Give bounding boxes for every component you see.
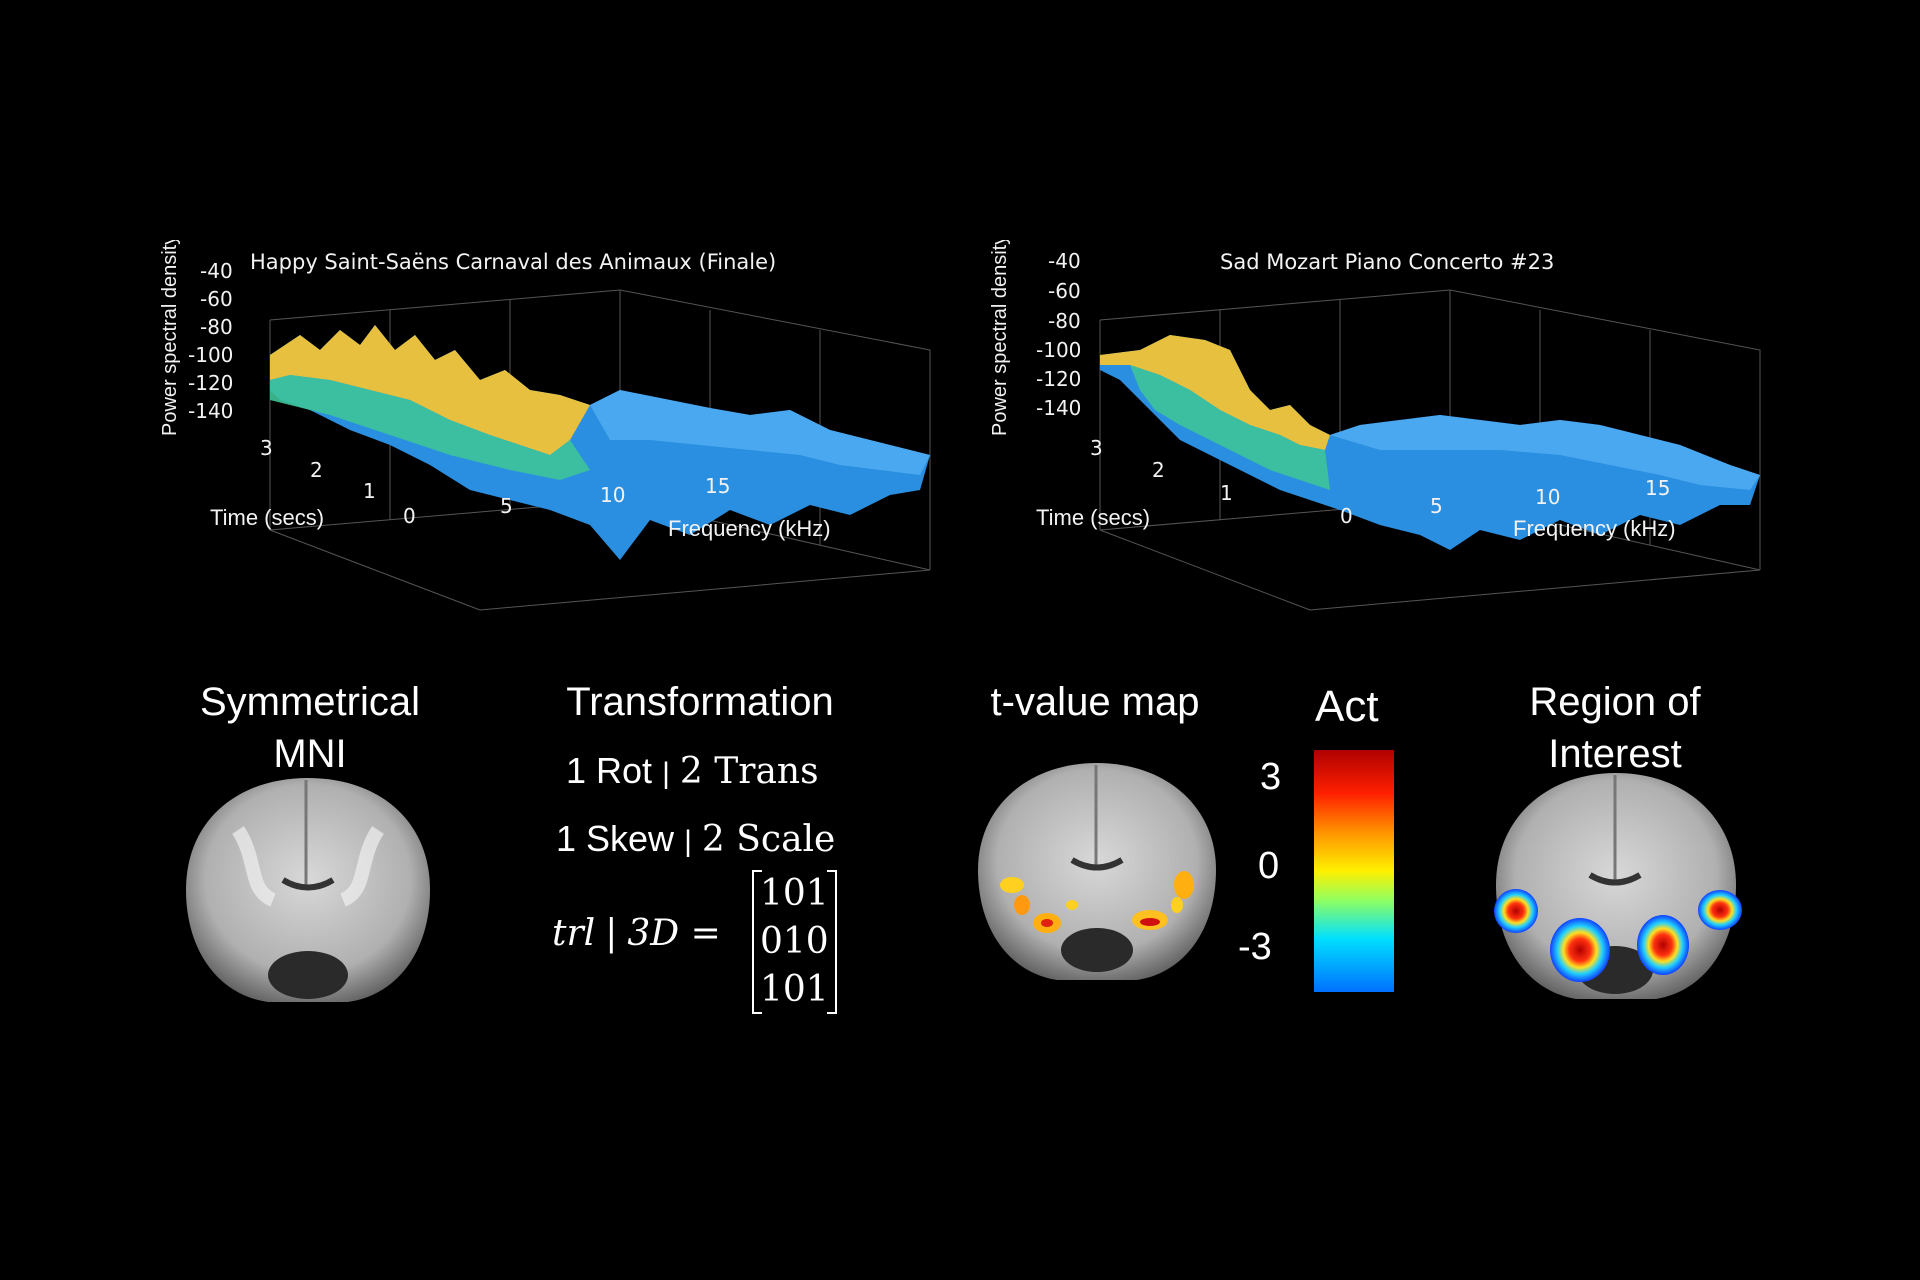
freq-tick: 5 bbox=[500, 494, 513, 518]
tmap-heading: t-value map bbox=[990, 680, 1200, 724]
scale-label: 2 Scale bbox=[701, 819, 836, 860]
time-tick: 1 bbox=[1220, 481, 1233, 505]
eq-separator: | bbox=[605, 913, 618, 954]
plot-title: Happy Saint-Saëns Carnaval des Animaux (… bbox=[250, 250, 777, 274]
time-tick: 2 bbox=[1152, 458, 1165, 482]
freq-axis-label: Frequency (kHz) bbox=[1513, 516, 1676, 541]
trans-label: 2 Trans bbox=[679, 751, 819, 792]
activation-blobs bbox=[1000, 871, 1194, 933]
time-axis-ticks: 3 2 1 bbox=[260, 436, 376, 503]
surface-mid-band bbox=[1130, 365, 1330, 490]
spectrogram-plot-happy: Happy Saint-Saëns Carnaval des Animaux (… bbox=[150, 240, 950, 660]
freq-tick: 15 bbox=[705, 474, 730, 498]
surface-plot-svg: -40 -60 -80 -100 -120 -140 Power spectra… bbox=[159, 240, 931, 611]
freq-axis-ticks: 0 5 10 15 bbox=[403, 474, 730, 528]
transform-line-rot-trans: 1 Rot | 2 Trans bbox=[566, 750, 819, 792]
roi-heading-line2: Interest bbox=[1548, 732, 1682, 776]
eq-lhs: trl bbox=[552, 913, 596, 954]
rot-label: 1 Rot bbox=[566, 750, 653, 791]
colorbar-tick-mid: 0 bbox=[1258, 845, 1280, 887]
roi-blobs bbox=[1494, 889, 1742, 982]
z-tick: -40 bbox=[200, 259, 233, 283]
freq-tick: 0 bbox=[1340, 504, 1353, 528]
separator: | bbox=[662, 757, 670, 790]
z-tick: -60 bbox=[1048, 279, 1081, 303]
freq-axis-label: Frequency (kHz) bbox=[668, 516, 831, 541]
surface-high-band bbox=[1100, 335, 1330, 450]
z-tick: -140 bbox=[1036, 396, 1081, 420]
z-tick: -120 bbox=[1036, 367, 1081, 391]
time-axis-label: Time (secs) bbox=[210, 505, 324, 530]
mni-heading-line2: MNI bbox=[273, 732, 347, 776]
eq-mid: 3D = bbox=[627, 913, 721, 954]
surface-plateau bbox=[590, 390, 930, 475]
separator: | bbox=[684, 825, 692, 858]
skew-label: 1 Skew bbox=[556, 818, 675, 859]
time-tick: 2 bbox=[310, 458, 323, 482]
transform-matrix: 101 010 101 bbox=[752, 870, 837, 1014]
matrix-row: 101 bbox=[760, 969, 829, 1010]
time-tick: 3 bbox=[1090, 436, 1103, 460]
freq-tick: 15 bbox=[1645, 476, 1670, 500]
colorbar-tick-bottom: -3 bbox=[1238, 926, 1272, 968]
mni-heading: Symmetrical MNI bbox=[160, 676, 460, 780]
mni-brain-slice bbox=[186, 778, 430, 1002]
z-tick: -120 bbox=[188, 371, 233, 395]
z-tick: -80 bbox=[200, 315, 233, 339]
z-tick: -40 bbox=[1048, 249, 1081, 273]
freq-tick: 10 bbox=[600, 483, 625, 507]
mni-heading-line1: Symmetrical bbox=[199, 680, 421, 724]
colorbar bbox=[1314, 750, 1394, 992]
colorbar-title: Act bbox=[1315, 682, 1379, 731]
freq-tick: 10 bbox=[1535, 485, 1560, 509]
z-axis-ticks: -40 -60 -80 -100 -120 -140 bbox=[188, 259, 233, 423]
roi-brain-slice bbox=[1494, 773, 1742, 999]
freq-tick: 5 bbox=[1430, 494, 1443, 518]
transform-equation: trl | 3D = bbox=[552, 912, 721, 954]
z-tick: -100 bbox=[188, 343, 233, 367]
z-tick: -60 bbox=[200, 287, 233, 311]
z-axis-label: Power spectral density bbox=[989, 240, 1011, 436]
matrix-row: 010 bbox=[760, 921, 829, 962]
psd-surface bbox=[270, 325, 930, 560]
transform-line-skew-scale: 1 Skew | 2 Scale bbox=[556, 818, 835, 860]
transformation-heading: Transformation bbox=[566, 680, 834, 724]
matrix-left-bracket bbox=[752, 870, 762, 1014]
colorbar-tick-top: 3 bbox=[1260, 756, 1282, 798]
time-axis-ticks: 3 2 1 bbox=[1090, 436, 1233, 505]
z-tick: -100 bbox=[1036, 338, 1081, 362]
freq-axis-ticks: 0 5 10 15 bbox=[1340, 476, 1670, 528]
roi-heading: Region of Interest bbox=[1470, 676, 1760, 780]
roi-heading-line1: Region of bbox=[1529, 680, 1701, 724]
z-tick: -140 bbox=[188, 399, 233, 423]
freq-tick: 0 bbox=[403, 504, 416, 528]
surface-mid-band bbox=[270, 375, 590, 480]
z-tick: -80 bbox=[1048, 309, 1081, 333]
matrix-row: 101 bbox=[760, 873, 829, 914]
psd-surface bbox=[1100, 335, 1760, 550]
z-axis-label: Power spectral density bbox=[159, 240, 181, 436]
time-tick: 1 bbox=[363, 479, 376, 503]
surface-high-band bbox=[270, 325, 590, 455]
matrix-right-bracket bbox=[826, 870, 837, 1014]
time-tick: 3 bbox=[260, 436, 273, 460]
plot-title: Sad Mozart Piano Concerto #23 bbox=[1220, 250, 1555, 274]
surface-plateau bbox=[1330, 415, 1760, 490]
surface-plot-svg: -40 -60 -80 -100 -120 -140 Power spectra… bbox=[989, 240, 1761, 611]
time-axis-label: Time (secs) bbox=[1036, 505, 1150, 530]
tmap-brain-slice bbox=[978, 763, 1216, 980]
spectrogram-plot-sad: Sad Mozart Piano Concerto #23 -40 -60 -8… bbox=[980, 240, 1780, 660]
z-axis-ticks: -40 -60 -80 -100 -120 -140 bbox=[1036, 249, 1081, 420]
